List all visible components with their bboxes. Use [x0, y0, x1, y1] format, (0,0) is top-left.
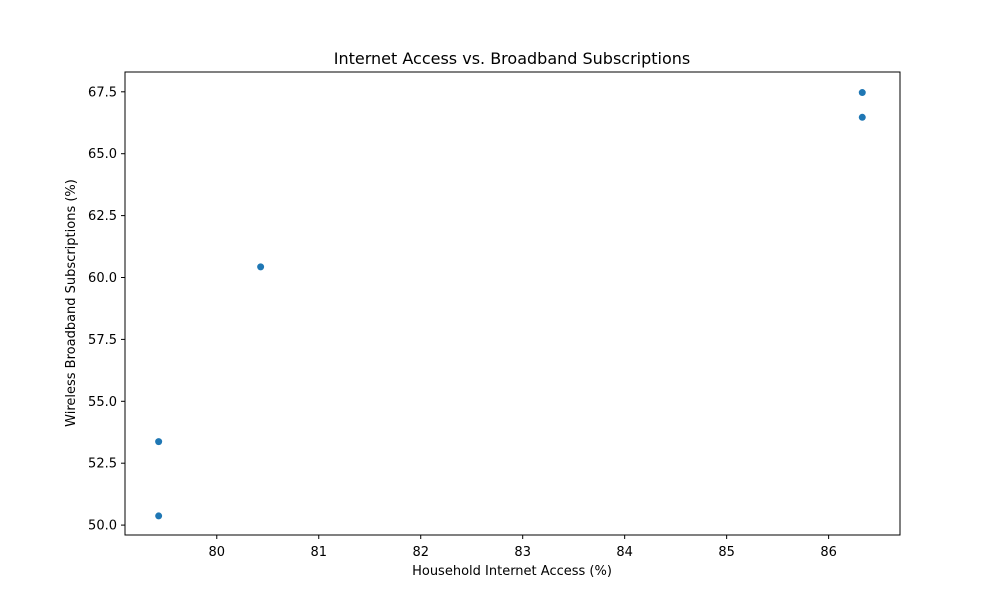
data-point: [858, 113, 866, 121]
x-tick-label: 83: [514, 545, 531, 560]
data-point: [155, 512, 163, 520]
chart-title: Internet Access vs. Broadband Subscripti…: [334, 49, 691, 68]
y-tick-label: 62.5: [88, 209, 117, 224]
plot-frame: [124, 71, 901, 536]
plot-area: [124, 71, 901, 536]
data-points: [155, 89, 866, 520]
y-tick-label: 67.5: [88, 85, 117, 100]
x-tick-label: 82: [412, 545, 429, 560]
y-tick-label: 57.5: [88, 333, 117, 348]
y-tick-label: 55.0: [88, 395, 117, 410]
data-point: [155, 438, 163, 446]
y-tick-label: 65.0: [88, 147, 117, 162]
y-tick-label: 60.0: [88, 271, 117, 286]
x-tick-label: 85: [718, 545, 735, 560]
x-tick-label: 86: [820, 545, 837, 560]
x-tick-label: 81: [310, 545, 327, 560]
y-axis: 50.0 52.5 55.0 57.5 60.0 62.5 65.0 67.5: [88, 85, 125, 534]
y-tick-label: 52.5: [88, 457, 117, 472]
data-point: [257, 263, 265, 271]
x-axis-label: Household Internet Access (%): [412, 564, 612, 579]
x-axis: 80 81 82 83 84 85 86: [209, 535, 837, 560]
data-point: [858, 89, 866, 97]
x-tick-label: 80: [209, 545, 226, 560]
x-tick-label: 84: [616, 545, 633, 560]
y-axis-label: Wireless Broadband Subscriptions (%): [64, 179, 79, 427]
y-tick-label: 50.0: [88, 519, 117, 534]
